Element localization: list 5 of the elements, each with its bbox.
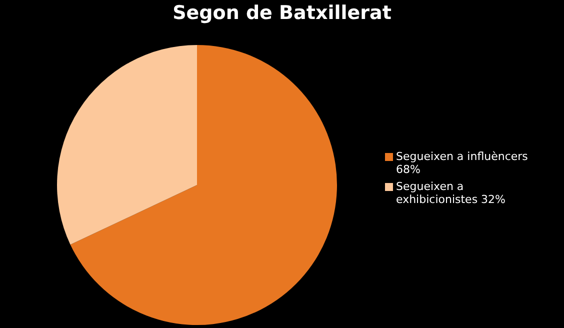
- pie-slice: [70, 45, 337, 325]
- chart-title: Segon de Batxillerat: [172, 2, 392, 24]
- legend-label: Segueixen a influèncers 68%: [396, 150, 529, 176]
- legend-label: Segueixen a exhibicionistes 32%: [396, 180, 507, 206]
- pie-slice: [57, 45, 197, 245]
